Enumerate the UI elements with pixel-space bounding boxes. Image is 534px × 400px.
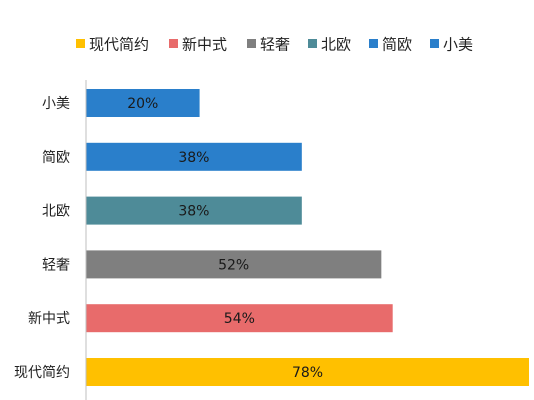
legend-label: 轻奢 (260, 36, 290, 54)
legend-label: 小美 (443, 36, 473, 54)
legend-swatch (76, 39, 85, 48)
value-label: 20% (127, 96, 158, 112)
chart-legend: 现代简约 新中式 轻奢 北欧 简欧 小美 (76, 36, 473, 54)
legend-swatch (247, 39, 256, 48)
value-label: 54% (224, 311, 255, 327)
value-label: 38% (178, 204, 209, 220)
category-label: 新中式 (28, 311, 70, 327)
value-label: 52% (218, 257, 249, 273)
legend-swatch (169, 39, 178, 48)
value-labels: 20% 38% 38% 52% 54% 78% (127, 96, 323, 381)
bar (86, 358, 529, 386)
category-label: 北欧 (42, 204, 70, 220)
legend-label: 现代简约 (89, 36, 149, 54)
legend-label: 新中式 (182, 36, 227, 54)
bar (86, 142, 302, 171)
bar (86, 250, 382, 279)
legend-swatch (308, 39, 317, 48)
category-label: 小美 (42, 96, 70, 112)
category-label: 轻奢 (42, 257, 70, 273)
chart-bars (86, 89, 529, 386)
bar (86, 89, 200, 117)
legend-label: 北欧 (321, 36, 351, 54)
legend-swatch (369, 39, 378, 48)
bar (86, 304, 393, 333)
value-label: 38% (178, 150, 209, 166)
legend-swatch (430, 39, 439, 48)
legend-label: 简欧 (382, 36, 412, 54)
category-label: 简欧 (42, 149, 70, 166)
value-label: 78% (292, 365, 323, 381)
bar (86, 196, 302, 225)
category-label: 现代简约 (14, 364, 70, 381)
